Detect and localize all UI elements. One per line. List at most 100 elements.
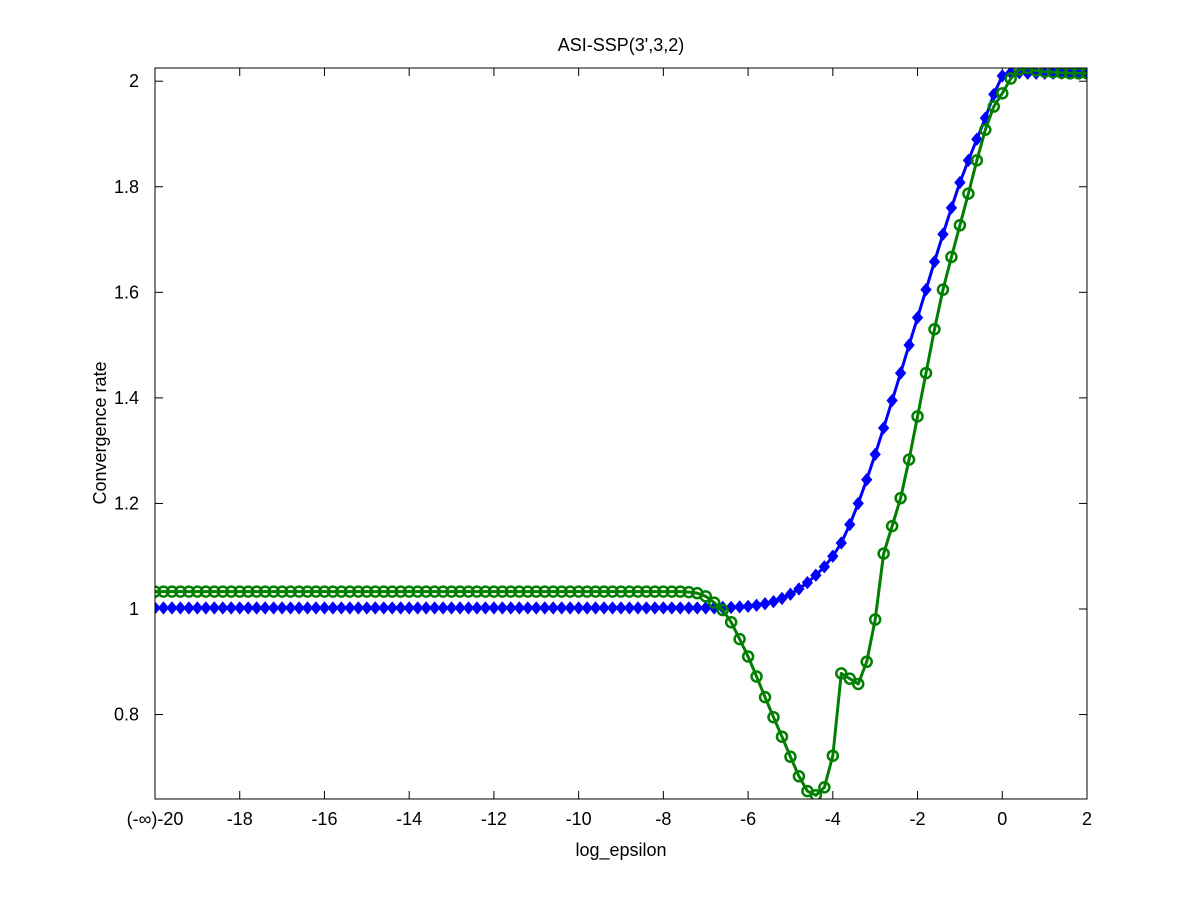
data-point bbox=[267, 601, 280, 615]
data-point bbox=[157, 585, 170, 598]
data-point bbox=[335, 601, 348, 615]
data-point bbox=[555, 585, 568, 598]
data-point bbox=[310, 601, 322, 615]
data-point bbox=[386, 601, 398, 615]
data-point bbox=[487, 585, 501, 598]
x-tick-label: -14 bbox=[396, 809, 422, 829]
data-point bbox=[784, 750, 797, 764]
data-point bbox=[267, 585, 280, 598]
data-point bbox=[258, 585, 272, 598]
data-point bbox=[174, 585, 187, 598]
data-point bbox=[462, 601, 475, 615]
data-point bbox=[716, 603, 729, 617]
data-point bbox=[674, 601, 686, 615]
data-point bbox=[1080, 68, 1087, 80]
data-point bbox=[860, 655, 873, 669]
data-point bbox=[844, 517, 856, 532]
data-point bbox=[818, 560, 831, 574]
data-point bbox=[750, 670, 763, 683]
data-point bbox=[810, 568, 822, 582]
data-point bbox=[682, 585, 696, 599]
data-point bbox=[174, 601, 187, 615]
y-tick-label: 0.8 bbox=[114, 705, 139, 725]
data-point bbox=[453, 585, 467, 598]
data-point bbox=[361, 601, 373, 615]
data-point bbox=[241, 585, 255, 598]
data-point bbox=[920, 283, 932, 297]
data-point bbox=[902, 453, 916, 466]
data-point bbox=[428, 601, 441, 615]
data-point bbox=[378, 601, 390, 615]
data-point bbox=[598, 601, 610, 615]
data-point bbox=[259, 601, 271, 615]
data-point bbox=[233, 585, 246, 598]
data-point bbox=[835, 536, 847, 550]
data-point bbox=[556, 601, 568, 615]
x-tick-label: -16 bbox=[311, 809, 337, 829]
data-point bbox=[539, 601, 551, 615]
data-point bbox=[369, 585, 382, 598]
x-tick-label: -18 bbox=[227, 809, 253, 829]
data-point bbox=[793, 582, 805, 596]
data-point bbox=[165, 585, 179, 598]
data-point bbox=[505, 601, 517, 615]
data-point bbox=[996, 87, 1009, 100]
data-point bbox=[758, 690, 772, 704]
data-point bbox=[852, 496, 864, 511]
data-point bbox=[563, 585, 577, 598]
data-point bbox=[199, 585, 213, 598]
data-point bbox=[589, 601, 602, 615]
data-point bbox=[945, 250, 958, 264]
plot-area bbox=[155, 68, 1087, 799]
data-point bbox=[1012, 68, 1026, 76]
data-point bbox=[284, 601, 297, 615]
data-point bbox=[648, 585, 662, 598]
data-point bbox=[394, 585, 407, 598]
data-point bbox=[894, 366, 907, 380]
data-point bbox=[928, 323, 941, 336]
data-point bbox=[360, 585, 374, 598]
data-point bbox=[242, 601, 254, 615]
x-tick-label: (-∞)-20 bbox=[127, 809, 184, 829]
data-point bbox=[216, 585, 230, 598]
data-point bbox=[869, 447, 881, 462]
data-point bbox=[877, 547, 890, 560]
data-point bbox=[318, 601, 331, 615]
data-point bbox=[801, 575, 814, 590]
data-point bbox=[276, 601, 288, 615]
data-point bbox=[741, 650, 755, 663]
data-point bbox=[157, 601, 170, 615]
data-point bbox=[979, 123, 992, 137]
data-point bbox=[767, 710, 780, 724]
data-point bbox=[640, 601, 653, 615]
series-layer bbox=[155, 68, 1087, 799]
data-point bbox=[861, 473, 873, 487]
data-point bbox=[155, 585, 162, 598]
data-point bbox=[928, 255, 941, 269]
y-tick-label: 1.8 bbox=[114, 177, 139, 197]
data-point bbox=[631, 585, 645, 598]
x-axis: (-∞)-20 -18 -16 -14 -12 -10 -8 -6 -4 -2 0 2 bbox=[127, 68, 1092, 829]
data-point bbox=[632, 601, 644, 615]
data-point bbox=[1004, 72, 1017, 85]
data-point bbox=[826, 749, 840, 762]
data-point bbox=[657, 601, 670, 615]
data-point bbox=[699, 590, 712, 603]
data-point bbox=[521, 585, 535, 598]
data-point bbox=[327, 601, 339, 615]
data-point bbox=[352, 601, 365, 615]
data-point bbox=[395, 601, 407, 615]
x-tick-label: 2 bbox=[1082, 809, 1092, 829]
data-point bbox=[809, 789, 823, 799]
data-point bbox=[597, 585, 611, 598]
data-point bbox=[707, 596, 721, 609]
y-tick-label: 1.4 bbox=[114, 388, 139, 408]
data-point bbox=[155, 601, 161, 615]
data-point bbox=[462, 585, 475, 598]
data-point bbox=[385, 585, 399, 598]
data-point bbox=[326, 585, 340, 598]
data-point bbox=[733, 600, 746, 614]
data-point bbox=[945, 201, 958, 215]
data-point bbox=[513, 585, 526, 598]
